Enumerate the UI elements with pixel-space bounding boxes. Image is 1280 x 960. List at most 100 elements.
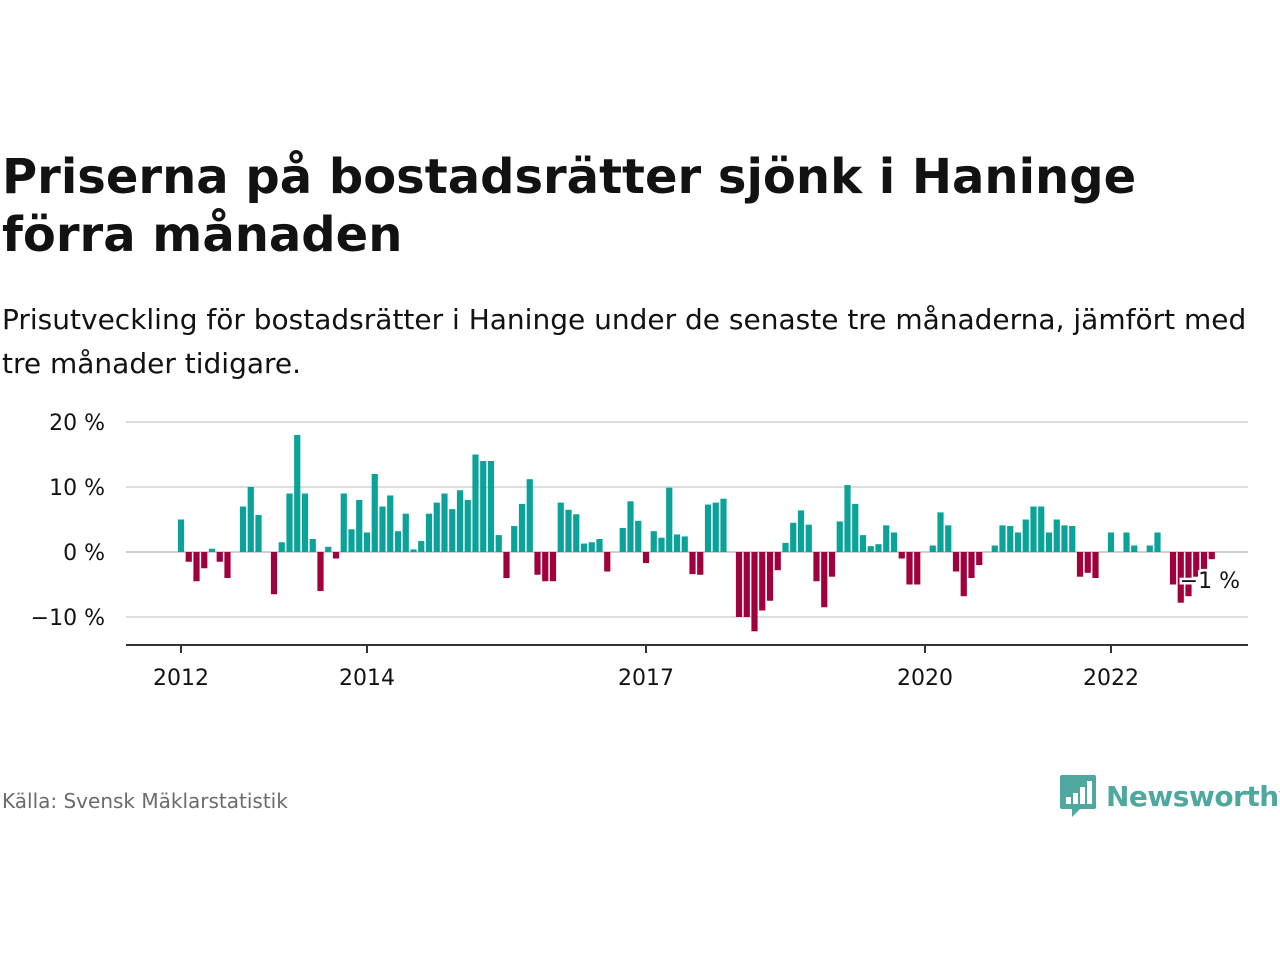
bar [960, 552, 967, 597]
bar [425, 513, 433, 552]
bar [418, 540, 425, 552]
x-tick-label: 2012 [153, 666, 209, 691]
bar [999, 525, 1006, 552]
bar [301, 493, 309, 552]
x-tick-label: 2017 [618, 666, 674, 691]
bar [270, 552, 278, 595]
bar [309, 539, 316, 552]
bar-chart: 2012 2014 2017 2020 2022 20 % 10 % 0 % −10 % −1… [31, 411, 1248, 691]
bar [1154, 532, 1161, 552]
bar [573, 514, 580, 552]
bar [511, 526, 518, 552]
bar [1200, 552, 1208, 569]
bar [286, 493, 293, 552]
bar [859, 535, 867, 552]
bar [821, 552, 828, 608]
bar [340, 493, 347, 552]
x-axis-ticks: 2012 2014 2017 2020 2022 [153, 645, 1139, 691]
bar [844, 485, 851, 552]
y-axis-ticks: 20 % 10 % 0 % −10 % [31, 411, 105, 631]
bar [697, 552, 704, 575]
bar [363, 532, 371, 552]
bar [278, 542, 285, 552]
y-tick-label: −10 % [31, 606, 105, 631]
bar [836, 521, 843, 552]
bar [410, 549, 417, 552]
bar [1030, 506, 1037, 552]
bar [898, 552, 905, 559]
bar [565, 509, 572, 552]
bar [883, 525, 890, 552]
bar [759, 552, 766, 611]
bar [1208, 552, 1215, 560]
bar [1007, 526, 1014, 552]
bar [325, 546, 332, 552]
bar [1069, 526, 1076, 552]
source-note: Källa: Svensk Mäklarstatistik [2, 789, 288, 813]
bar [456, 490, 464, 552]
bar [1053, 519, 1060, 552]
bar [906, 552, 913, 585]
bar [1092, 552, 1099, 578]
x-tick-label: 2020 [897, 666, 953, 691]
bar [658, 537, 665, 552]
bar [604, 552, 611, 572]
bar [774, 552, 781, 571]
newsworthy-logo: Newsworthy [1058, 772, 1280, 820]
bar [1107, 532, 1115, 552]
bar [224, 552, 231, 578]
bar [627, 501, 634, 552]
bar [650, 531, 657, 552]
bar [1146, 545, 1153, 552]
bar [689, 552, 696, 575]
bar [216, 552, 223, 562]
bar [201, 552, 208, 569]
bar [247, 487, 254, 552]
bar [402, 513, 409, 552]
bar [751, 552, 758, 632]
bar [852, 503, 859, 552]
bar [735, 552, 743, 617]
bar [177, 519, 185, 552]
bar [255, 514, 262, 552]
bar [317, 552, 324, 591]
y-tick-label: 0 % [63, 541, 105, 566]
bar [867, 546, 874, 552]
bar [449, 509, 456, 552]
bar [642, 552, 650, 564]
bar [208, 548, 216, 552]
bar [743, 552, 750, 617]
bar [681, 536, 688, 552]
bar [929, 545, 936, 552]
bars [177, 435, 1215, 632]
bar [1123, 532, 1130, 552]
bar [239, 506, 247, 552]
bar [991, 545, 998, 552]
bar [294, 435, 301, 552]
bar-chart-speech-bubble-icon [1060, 775, 1096, 817]
bar [1076, 552, 1084, 577]
bar [635, 520, 642, 552]
bar [828, 552, 836, 577]
bar [1014, 532, 1022, 552]
bar [797, 510, 805, 552]
bar [1061, 525, 1068, 552]
bar [193, 552, 200, 582]
logo-text: Newsworthy [1106, 779, 1280, 813]
bar [1193, 552, 1200, 577]
bar [937, 512, 944, 552]
bar [968, 552, 975, 578]
bar [185, 552, 192, 562]
bar [782, 542, 789, 552]
bar [534, 552, 541, 575]
bar [766, 552, 774, 601]
bar [379, 506, 386, 552]
bar [805, 524, 812, 552]
bar [518, 503, 526, 552]
bar [387, 495, 394, 552]
bar [487, 461, 495, 552]
bar [495, 535, 502, 552]
bar [1177, 552, 1184, 603]
bar [371, 474, 378, 552]
bar [588, 542, 595, 552]
